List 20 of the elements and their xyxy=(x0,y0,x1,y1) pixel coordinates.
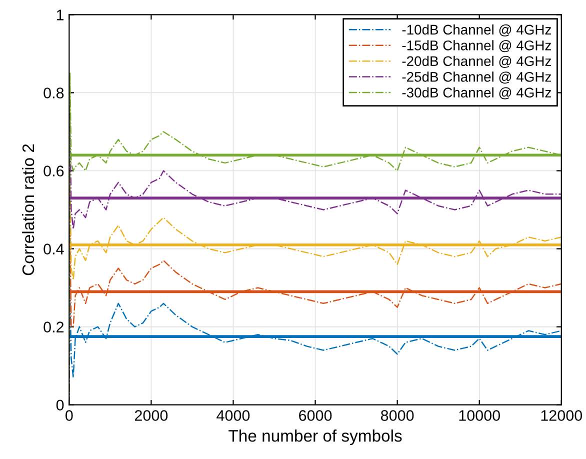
y-tick-label: 0 xyxy=(56,400,64,411)
x-tick-label: 2000 xyxy=(134,410,168,421)
y-axis-title: Correlation ratio 2 xyxy=(22,144,34,276)
x-tick-label: 6000 xyxy=(299,410,332,421)
x-tick-label: 10000 xyxy=(459,410,500,421)
legend-label: -30dB Channel @ 4GHz xyxy=(402,87,551,100)
legend-label: -25dB Channel @ 4GHz xyxy=(402,72,551,84)
x-tick-label: 8000 xyxy=(380,410,414,421)
y-tick-label: 0.2 xyxy=(44,322,64,332)
y-tick-label: 0.6 xyxy=(44,166,64,176)
legend-label: -15dB Channel @ 4GHz xyxy=(402,40,551,52)
legend-label: -20dB Channel @ 4GHz xyxy=(402,56,551,68)
y-tick-label: 1 xyxy=(56,10,64,20)
x-axis-title: The number of symbols xyxy=(228,429,402,446)
y-tick-label: 0.8 xyxy=(44,88,64,98)
y-tick-label: 0.4 xyxy=(44,244,64,254)
x-tick-label: 12000 xyxy=(541,410,582,421)
legend-label: -10dB Channel @ 4GHz xyxy=(402,24,551,36)
x-tick-label: 0 xyxy=(65,410,73,421)
x-tick-label: 4000 xyxy=(216,410,250,421)
